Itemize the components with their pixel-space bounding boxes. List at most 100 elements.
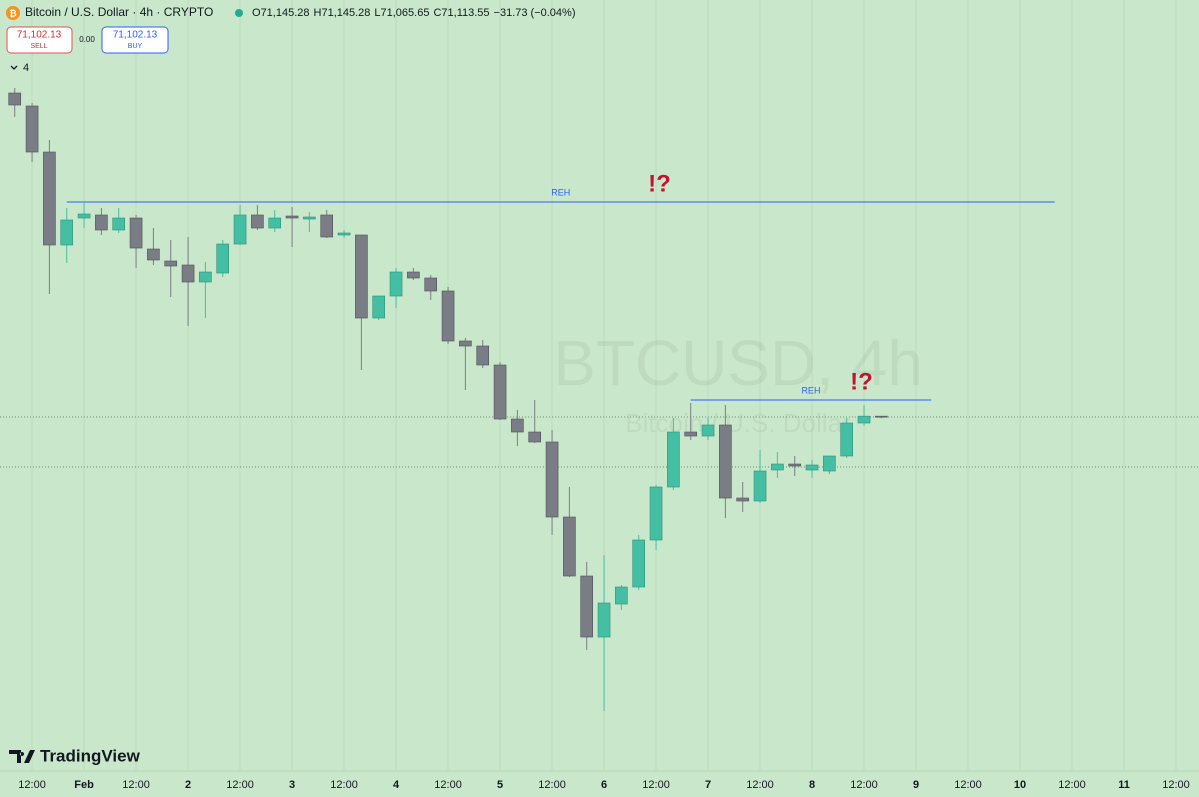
candle-body [129, 217, 143, 249]
candle-body [823, 455, 836, 472]
x-tick-label: 12:00 [538, 779, 566, 791]
sell-label: SELL [30, 43, 47, 50]
x-tick-label: 4 [393, 779, 400, 791]
candle-body [320, 214, 334, 238]
candle-body [389, 271, 403, 297]
candle-body [684, 431, 698, 437]
candle-body [303, 216, 316, 220]
candle-body [805, 464, 819, 471]
symbol-title[interactable]: Bitcoin / U.S. Dollar · 4h · CRYPTO [25, 5, 213, 19]
x-tick-label: 12:00 [18, 779, 46, 791]
candle-body [649, 486, 663, 541]
sell-button[interactable] [6, 26, 73, 54]
candle-body [337, 232, 351, 236]
candle-body [493, 364, 507, 420]
candle-body [563, 516, 576, 577]
candle-body [199, 271, 212, 283]
candle-body [615, 586, 628, 605]
candle-body [441, 290, 455, 342]
candle-body [233, 214, 247, 245]
quote-value: 71,145.28 [321, 7, 370, 19]
candle-body [511, 418, 524, 433]
candle-body [8, 92, 22, 106]
logo-icon [9, 750, 35, 763]
x-tick-label: 12:00 [746, 779, 774, 791]
quote-value: 71,113.55 [441, 7, 489, 19]
x-tick-label: 6 [601, 779, 607, 791]
buy-button[interactable] [101, 26, 169, 54]
buy-price: 71,102.13 [113, 30, 158, 41]
x-tick-label: 12:00 [122, 779, 150, 791]
candle-body [25, 105, 39, 153]
candle-body [580, 575, 594, 638]
candle-body [597, 602, 611, 638]
x-tick-label: 7 [705, 779, 711, 791]
candle-body [667, 431, 680, 488]
level-marker: !? [850, 368, 873, 395]
candle-body [857, 415, 871, 424]
sell-price: 71,102.13 [17, 30, 62, 41]
buy-label: BUY [128, 43, 143, 50]
quote-key: L [374, 7, 380, 19]
candle-body [60, 219, 74, 246]
x-tick-label: 2 [185, 779, 191, 791]
quote-key: O [252, 7, 261, 19]
logo-text: TradingView [40, 746, 141, 765]
candle-body [251, 214, 264, 229]
candle-body [285, 215, 299, 219]
candle-body [459, 340, 472, 347]
x-tick-label: 11 [1118, 779, 1130, 791]
x-tick-label: 12:00 [1162, 779, 1190, 791]
indicators-toggle[interactable] [10, 65, 18, 70]
candle-body [268, 217, 282, 229]
candle-body [112, 217, 126, 231]
level-label: REH [551, 187, 570, 197]
candle-body [719, 424, 732, 499]
indicators-count: 4 [23, 62, 29, 74]
candle-body [407, 271, 420, 279]
candle-body [753, 470, 767, 502]
x-tick-label: 12:00 [1058, 779, 1086, 791]
spread: 0.00 [79, 35, 95, 44]
quote-key: C [433, 7, 441, 19]
candle-body [372, 295, 386, 319]
candle-body [840, 422, 854, 457]
candle-body [771, 463, 784, 471]
x-axis: 12:00 Feb 12:00 2 12:00 3 12:00 4 12:00 5 12:00 6 12… [18, 779, 1189, 791]
x-tick-label: 10 [1014, 779, 1026, 791]
market-status [235, 9, 243, 17]
plot: REH !? REH!? [0, 88, 1199, 712]
quote-key: H [314, 7, 322, 19]
candle-body [476, 345, 490, 366]
candle-body [424, 277, 438, 292]
x-tick-label: 12:00 [850, 779, 878, 791]
x-tick-label: Feb [74, 779, 94, 791]
candle-body [77, 213, 91, 219]
x-tick-label: 9 [913, 779, 919, 791]
watermark-symbol: BTCUSD, 4h [553, 327, 923, 399]
quote-value: 71,065.65 [381, 7, 430, 19]
candle-body [181, 264, 195, 283]
candle-body [43, 151, 56, 246]
candle-body [528, 431, 542, 443]
quote-value: 71,145.28 [261, 7, 310, 19]
candle-body [632, 539, 646, 588]
quote: O71,145.28 H71,145.28 L71,065.65 C71,113.55… [252, 7, 575, 19]
x-tick-label: 3 [289, 779, 295, 791]
candle-body [355, 234, 368, 319]
candle-body [545, 441, 559, 518]
candle-body [701, 424, 715, 437]
quote-change: −31.73 (−0.04%) [494, 7, 576, 19]
level-marker: !? [648, 170, 671, 197]
candle-body [147, 248, 160, 261]
x-tick-label: 12:00 [642, 779, 670, 791]
candle-body [875, 415, 888, 418]
level-label: REH [801, 385, 820, 395]
x-tick-label: 12:00 [226, 779, 254, 791]
candle-body [164, 260, 178, 267]
watermark-name: Bitcoin / U.S. Dollar [625, 408, 851, 438]
candle-body [216, 243, 230, 274]
x-tick-label: 12:00 [954, 779, 982, 791]
